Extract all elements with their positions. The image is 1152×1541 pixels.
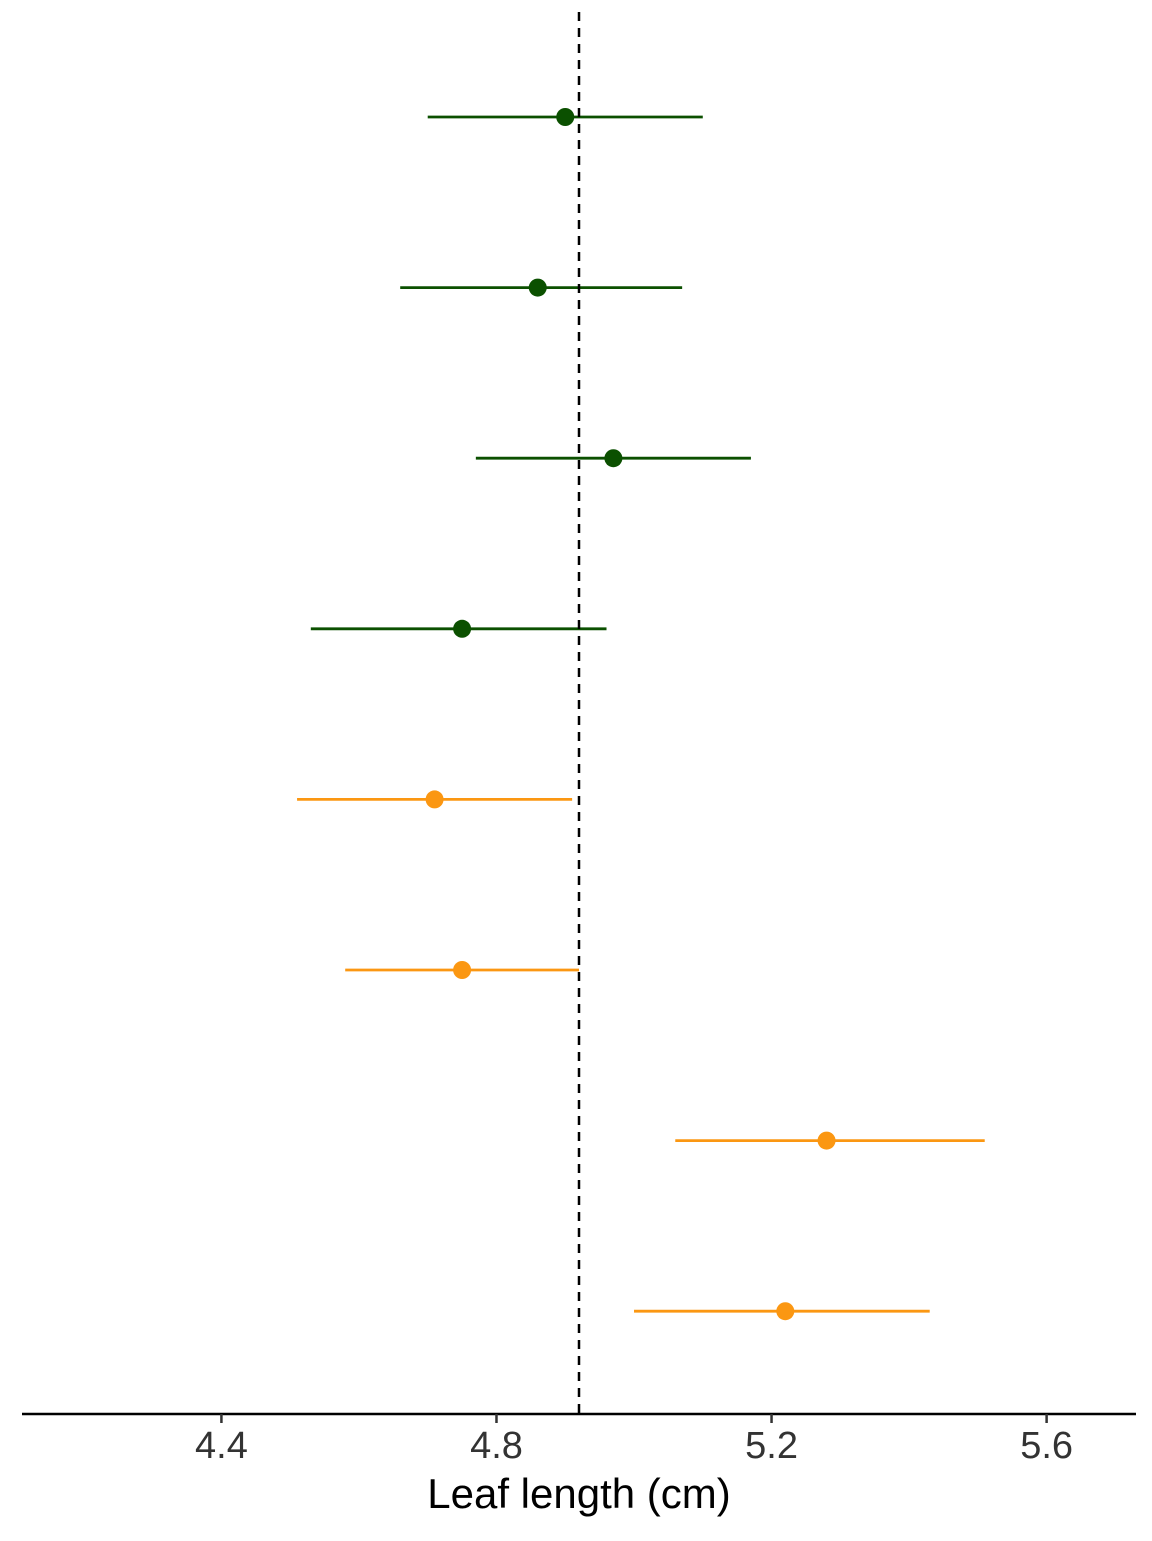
x-tick-label: 5.6 — [1020, 1425, 1073, 1467]
x-tick-label: 4.8 — [470, 1425, 523, 1467]
point — [817, 1131, 836, 1150]
x-tick-label: 5.2 — [745, 1425, 798, 1467]
x-axis-title: Leaf length (cm) — [427, 1470, 730, 1517]
point — [604, 449, 623, 468]
x-tick-label: 4.4 — [195, 1425, 248, 1467]
point — [425, 790, 444, 809]
point — [556, 108, 575, 126]
point — [776, 1302, 795, 1321]
point — [528, 278, 547, 297]
point — [453, 619, 472, 638]
point — [453, 961, 472, 979]
